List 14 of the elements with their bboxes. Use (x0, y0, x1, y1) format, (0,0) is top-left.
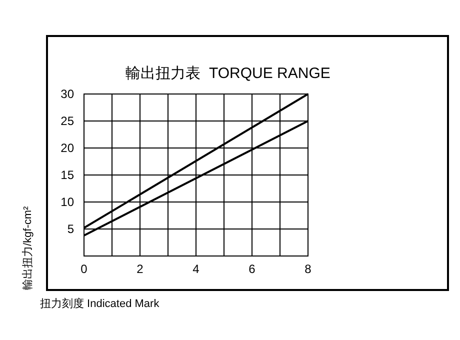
x-tick-label: 2 (136, 262, 144, 276)
y-tick-label: 10 (60, 195, 74, 209)
chart-title: 輸出扭力表 TORQUE RANGE (126, 65, 330, 82)
x-tick-label: 4 (192, 262, 200, 276)
x-axis-title: 扭力刻度 Indicated Mark (40, 297, 160, 310)
x-tick-label: 8 (304, 262, 312, 276)
y-tick-label: 20 (60, 141, 74, 155)
x-tick-label: 6 (248, 262, 256, 276)
y-tick-label: 25 (60, 114, 74, 128)
y-tick-label: 15 (60, 168, 74, 182)
y-tick-label: 5 (67, 222, 74, 236)
x-tick-label: 0 (80, 262, 88, 276)
y-tick-label: 30 (60, 87, 74, 101)
y-axis-title: 輸出扭力/kgf-cm² (21, 206, 34, 290)
